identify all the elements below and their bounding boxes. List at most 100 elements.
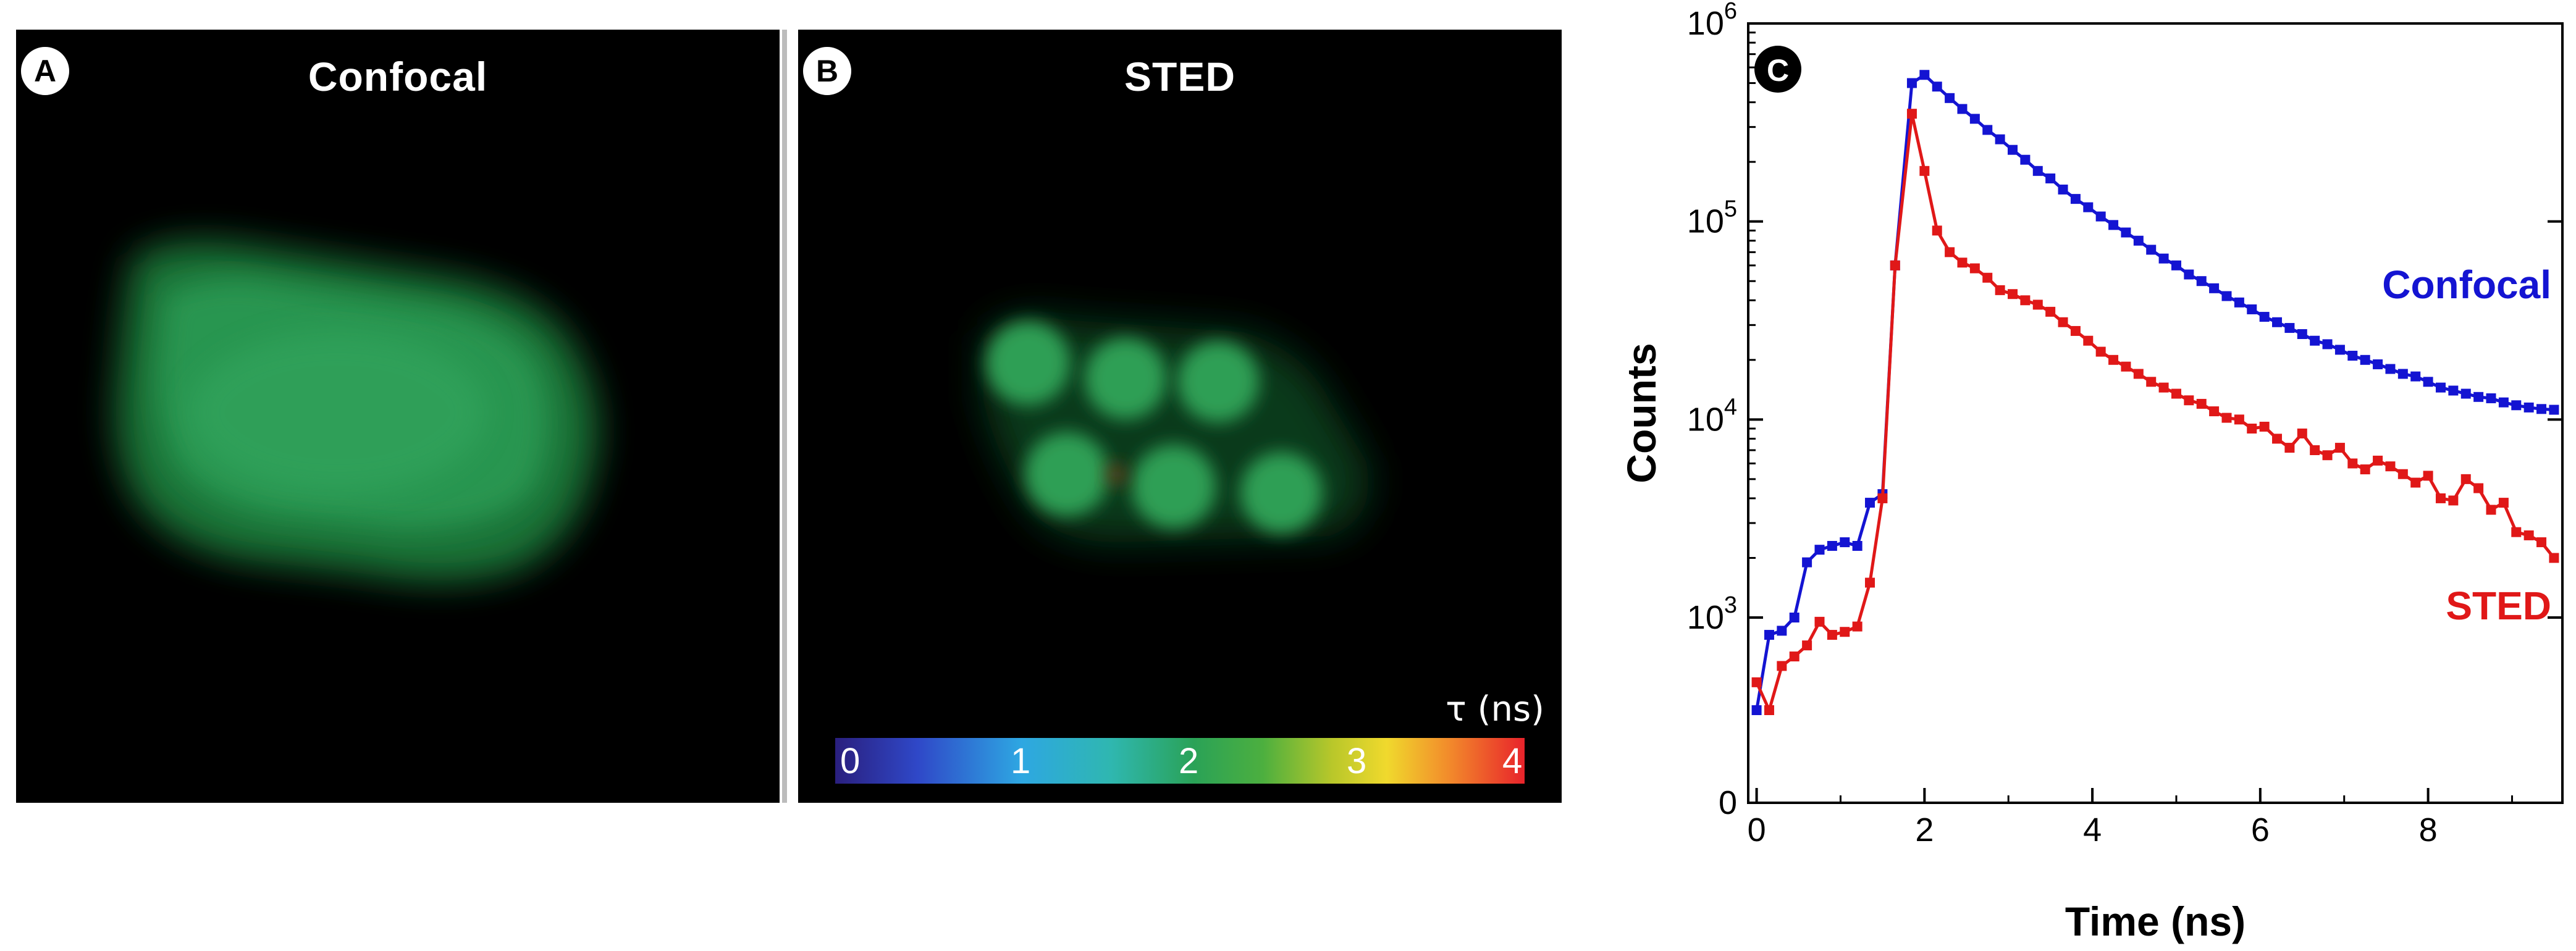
decay-chart: 0 103 104 105 106 0 2 4 6 8 Confocal STED C Time … [1618, 0, 2564, 944]
data-point-sted [1814, 616, 1825, 627]
data-point-sted [2448, 495, 2459, 506]
data-point-sted [2347, 458, 2358, 469]
confocal-blob-image [116, 241, 597, 581]
data-point-sted [2221, 413, 2232, 423]
data-point-confocal [2070, 194, 2081, 204]
data-point-confocal [2448, 385, 2459, 396]
data-point-confocal [1906, 78, 1917, 88]
data-point-confocal [2209, 283, 2220, 293]
x-tick-label: 8 [2419, 811, 2438, 848]
legend: Confocal STED [2382, 262, 2551, 628]
data-point-confocal [2247, 304, 2257, 314]
data-point-confocal [2020, 154, 2031, 165]
data-point-confocal [1777, 626, 1787, 636]
data-point-sted [2385, 461, 2396, 472]
data-point-confocal [2083, 202, 2094, 212]
data-point-sted [2523, 530, 2534, 540]
data-point-confocal [2196, 276, 2207, 287]
colorbar-tick-4: 4 [1502, 741, 1523, 781]
data-point-sted [2410, 477, 2421, 488]
y-tick-label: 103 [1687, 592, 1737, 636]
data-point-sted [2511, 527, 2522, 537]
x-tick-label: 2 [1915, 811, 1934, 848]
data-point-sted [2058, 317, 2068, 327]
data-point-confocal [2473, 392, 2484, 402]
x-tick-label: 4 [2083, 811, 2102, 848]
data-point-confocal [2032, 165, 2043, 176]
colorbar-tick-0: 0 [840, 741, 861, 781]
data-point-sted [2284, 443, 2295, 453]
data-point-sted [1982, 272, 1993, 283]
data-point-sted [2259, 421, 2270, 432]
colorbar-tick-2: 2 [1179, 741, 1199, 781]
data-point-confocal [2549, 404, 2559, 415]
data-point-sted [2310, 445, 2320, 456]
data-point-sted [2032, 300, 2043, 310]
data-point-confocal [2108, 220, 2119, 230]
data-point-confocal [2523, 402, 2534, 413]
data-point-sted [1865, 577, 1875, 588]
panel-a-title: Confocal [308, 54, 488, 99]
data-point-confocal [2058, 184, 2068, 195]
data-point-sted [2498, 498, 2509, 508]
series-layer [1751, 70, 2559, 715]
colorbar-tick-3: 3 [1347, 741, 1367, 781]
data-point-sted [2460, 474, 2471, 484]
data-point-sted [1827, 630, 1837, 640]
data-point-confocal [2284, 323, 2295, 333]
panel-b-badge: B [803, 47, 851, 95]
data-point-sted [2158, 382, 2169, 393]
x-tick-label: 0 [1748, 811, 1766, 848]
data-point-confocal [2498, 397, 2509, 408]
data-point-confocal [2184, 269, 2194, 280]
data-point-sted [1777, 661, 1787, 671]
data-point-sted [2360, 464, 2370, 475]
data-point-confocal [2347, 351, 2358, 361]
data-point-confocal [2008, 145, 2018, 155]
data-point-sted [2247, 424, 2257, 434]
panel-c-badge [1754, 46, 1801, 93]
data-point-confocal [2095, 211, 2106, 222]
data-point-sted [2020, 295, 2031, 306]
data-point-confocal [2435, 382, 2446, 393]
data-point-sted [2108, 354, 2119, 365]
data-point-sted [2397, 469, 2408, 479]
data-point-confocal [1919, 70, 1930, 80]
x-tick-label: 6 [2251, 811, 2270, 848]
data-point-confocal [2234, 297, 2244, 308]
x-axis: 0 2 4 6 8 [1748, 788, 2513, 848]
y-tick-label: 0 [1719, 784, 1737, 821]
data-point-confocal [2158, 253, 2169, 264]
data-point-confocal [2385, 364, 2396, 374]
data-point-sted [1932, 225, 1942, 236]
data-point-sted [2473, 483, 2484, 493]
data-point-sted [1877, 493, 1888, 503]
y-tick-label: 105 [1687, 196, 1737, 240]
data-point-confocal [2310, 335, 2320, 346]
data-point-sted [2297, 428, 2307, 438]
data-point-confocal [2373, 359, 2383, 369]
plot-frame [1747, 22, 2564, 804]
data-point-confocal [1827, 541, 1837, 551]
data-point-confocal [2146, 245, 2157, 255]
data-point-confocal [1932, 82, 1942, 92]
data-point-sted [1957, 258, 1968, 268]
data-point-sted [2083, 335, 2094, 346]
data-point-sted [2196, 398, 2207, 409]
data-point-confocal [1751, 705, 1762, 715]
data-point-confocal [1865, 498, 1875, 508]
data-point-confocal [1969, 114, 1980, 124]
data-point-confocal [1764, 630, 1774, 640]
data-point-confocal [2486, 393, 2496, 403]
data-point-sted [1945, 247, 1955, 258]
data-point-sted [2070, 325, 2081, 336]
data-point-sted [2133, 369, 2144, 379]
data-point-confocal [2423, 377, 2433, 387]
data-point-sted [2435, 493, 2446, 503]
panel-divider-line [782, 30, 787, 803]
data-point-sted [2423, 471, 2433, 481]
panel-c-letter: C [1767, 53, 1789, 88]
data-point-confocal [2045, 173, 2056, 183]
data-point-sted [2334, 443, 2345, 453]
y-tick-label: 104 [1687, 394, 1737, 438]
